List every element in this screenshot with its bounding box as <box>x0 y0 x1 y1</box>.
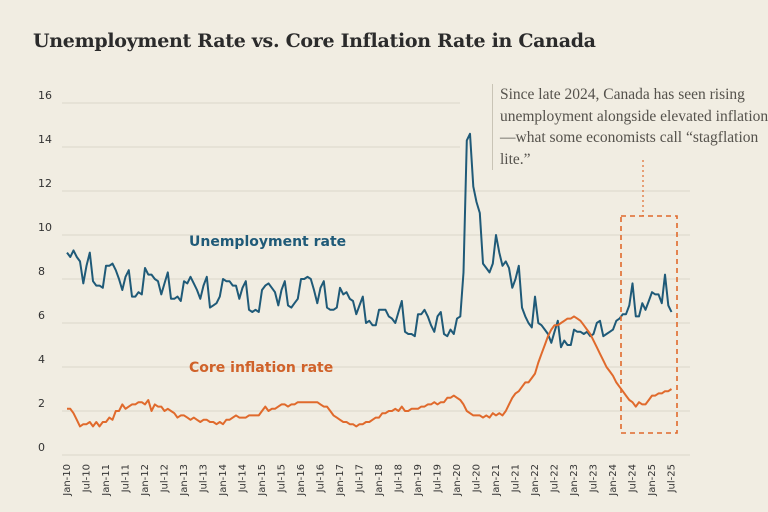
unemployment-line <box>66 132 673 349</box>
inflation-line <box>67 315 673 428</box>
y-tick-label: 0 <box>38 441 45 454</box>
x-tick-label: Jul-15 <box>277 464 288 493</box>
x-tick-label: Jul-18 <box>394 464 405 493</box>
x-tick-label: Jan-12 <box>140 464 151 497</box>
x-tick-label: Jul-25 <box>667 464 678 493</box>
x-tick-label: Jan-20 <box>452 464 463 497</box>
y-tick-label: 12 <box>38 177 52 190</box>
x-tick-label: Jul-11 <box>121 464 132 493</box>
y-tick-label: 2 <box>38 397 45 410</box>
y-tick-label: 14 <box>38 133 52 146</box>
x-tick-label: Jan-15 <box>257 464 268 497</box>
x-tick-label: Jul-12 <box>160 464 171 493</box>
x-tick-label: Jan-21 <box>491 464 502 497</box>
x-tick-label: Jul-14 <box>238 464 249 493</box>
x-tick-label: Jan-25 <box>647 464 658 497</box>
x-tick-label: Jul-21 <box>511 464 522 493</box>
y-tick-label: 6 <box>38 309 45 322</box>
x-tick-label: Jul-17 <box>355 464 366 493</box>
y-tick-label: 8 <box>38 265 45 278</box>
y-tick-label: 4 <box>38 353 45 366</box>
x-tick-label: Jul-20 <box>472 464 483 493</box>
y-tick-label: 16 <box>38 89 52 102</box>
series-lines <box>66 132 673 428</box>
x-tick-label: Jul-19 <box>433 464 444 493</box>
x-tick-label: Jan-13 <box>179 464 190 497</box>
x-tick-label: Jan-14 <box>218 464 229 497</box>
x-tick-label: Jul-22 <box>550 464 561 493</box>
x-tick-label: Jul-13 <box>199 464 210 493</box>
x-tick-label: Jan-10 <box>62 464 73 497</box>
x-tick-label: Jan-23 <box>569 464 580 497</box>
x-axis-ticks: Jan-10 Jul-10 Jan-11 Jul-11 Jan-12 Jul-12 Jan-… <box>62 464 678 497</box>
chart-title: Unemployment Rate vs. Core Inflation Rat… <box>33 30 596 52</box>
x-tick-label: Jul-24 <box>628 464 639 493</box>
x-tick-label: Jan-16 <box>296 464 307 497</box>
series-label-inflation: Core inflation rate <box>189 360 333 376</box>
x-tick-label: Jan-24 <box>608 464 619 497</box>
highlight-box <box>620 160 678 434</box>
x-tick-label: Jul-10 <box>82 464 93 493</box>
x-tick-label: Jul-23 <box>589 464 600 493</box>
x-tick-label: Jan-17 <box>335 464 346 497</box>
series-label-unemployment: Unemployment rate <box>189 234 346 250</box>
annotation-text: Since late 2024, Canada has seen rising … <box>492 84 768 170</box>
x-tick-label: Jan-11 <box>101 464 112 497</box>
x-tick-label: Jan-22 <box>530 464 541 497</box>
x-tick-label: Jul-16 <box>316 464 327 493</box>
highlight-rect <box>620 215 678 434</box>
y-tick-label: 10 <box>38 221 52 234</box>
y-axis-ticks: 0 2 4 6 8 10 12 14 16 <box>38 89 52 454</box>
x-tick-label: Jan-18 <box>374 464 385 497</box>
x-tick-label: Jan-19 <box>413 464 424 497</box>
